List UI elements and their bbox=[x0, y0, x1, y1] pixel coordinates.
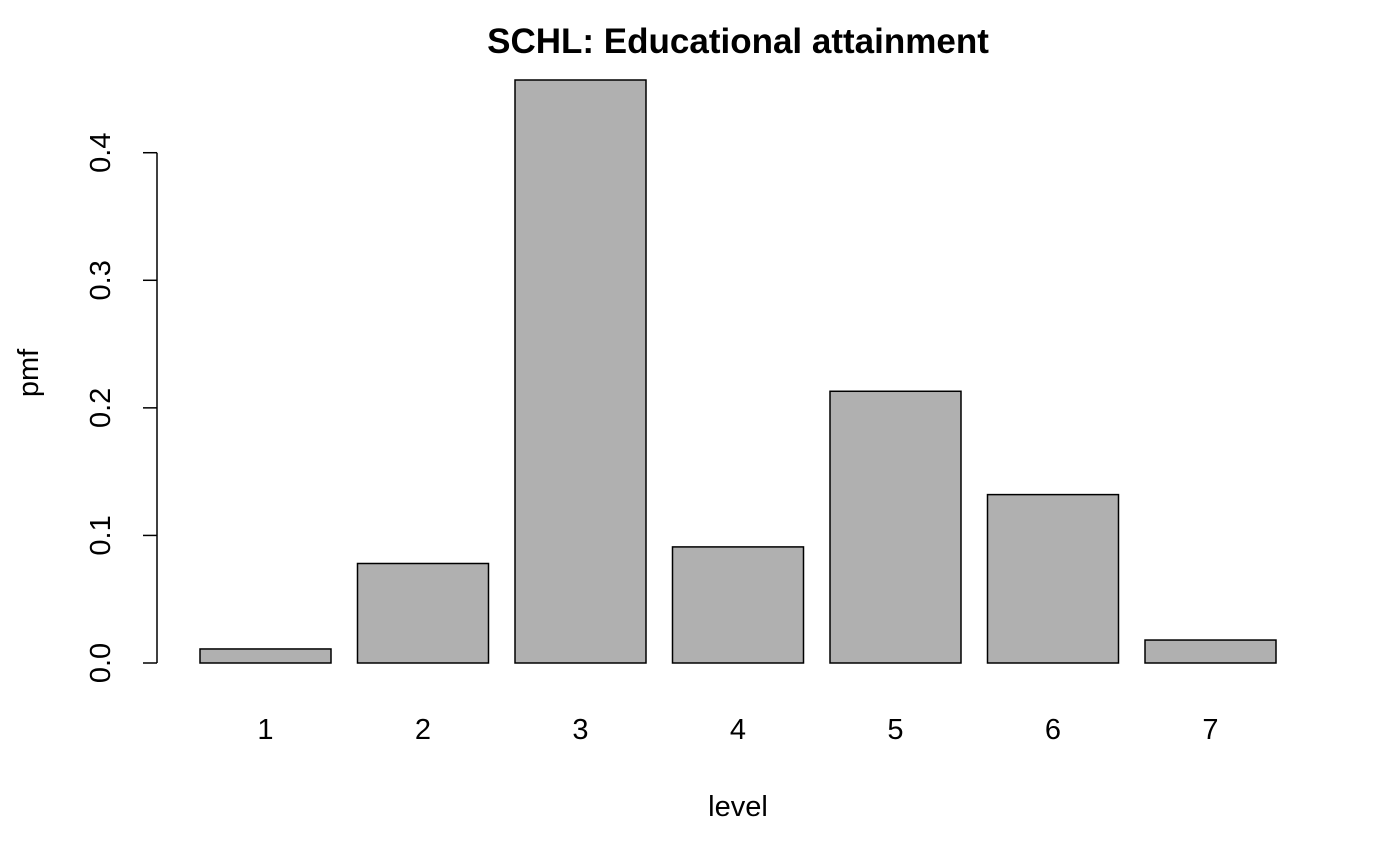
bar bbox=[514, 79, 647, 664]
bar bbox=[356, 562, 490, 664]
y-axis-label: pmf bbox=[13, 348, 45, 397]
y-tick-label: 0.0 bbox=[85, 643, 117, 683]
x-tick-label: 7 bbox=[1202, 714, 1218, 746]
bar bbox=[829, 390, 962, 664]
y-tick-label: 0.1 bbox=[85, 515, 117, 555]
y-tick-label: 0.3 bbox=[85, 260, 117, 300]
bar bbox=[199, 648, 332, 664]
x-axis-label: level bbox=[708, 791, 768, 823]
x-tick-label: 5 bbox=[887, 714, 903, 746]
y-axis: 0.0 0.1 0.2 0.3 0.4 bbox=[85, 133, 158, 683]
x-tick-label: 6 bbox=[1045, 714, 1061, 746]
x-tick-label: 2 bbox=[415, 714, 431, 746]
x-tick-label: 4 bbox=[730, 714, 746, 746]
chart-title: SCHL: Educational attainment bbox=[487, 22, 989, 61]
x-tick-label: 1 bbox=[257, 714, 273, 746]
x-tick-label: 3 bbox=[572, 714, 588, 746]
y-tick-label: 0.2 bbox=[85, 388, 117, 428]
bar bbox=[986, 493, 1120, 664]
x-tick-labels: 1 2 3 4 5 6 7 bbox=[257, 714, 1218, 746]
bar bbox=[1144, 639, 1277, 664]
bars bbox=[199, 79, 1277, 664]
bar bbox=[671, 546, 805, 664]
y-tick-label: 0.4 bbox=[85, 133, 117, 173]
